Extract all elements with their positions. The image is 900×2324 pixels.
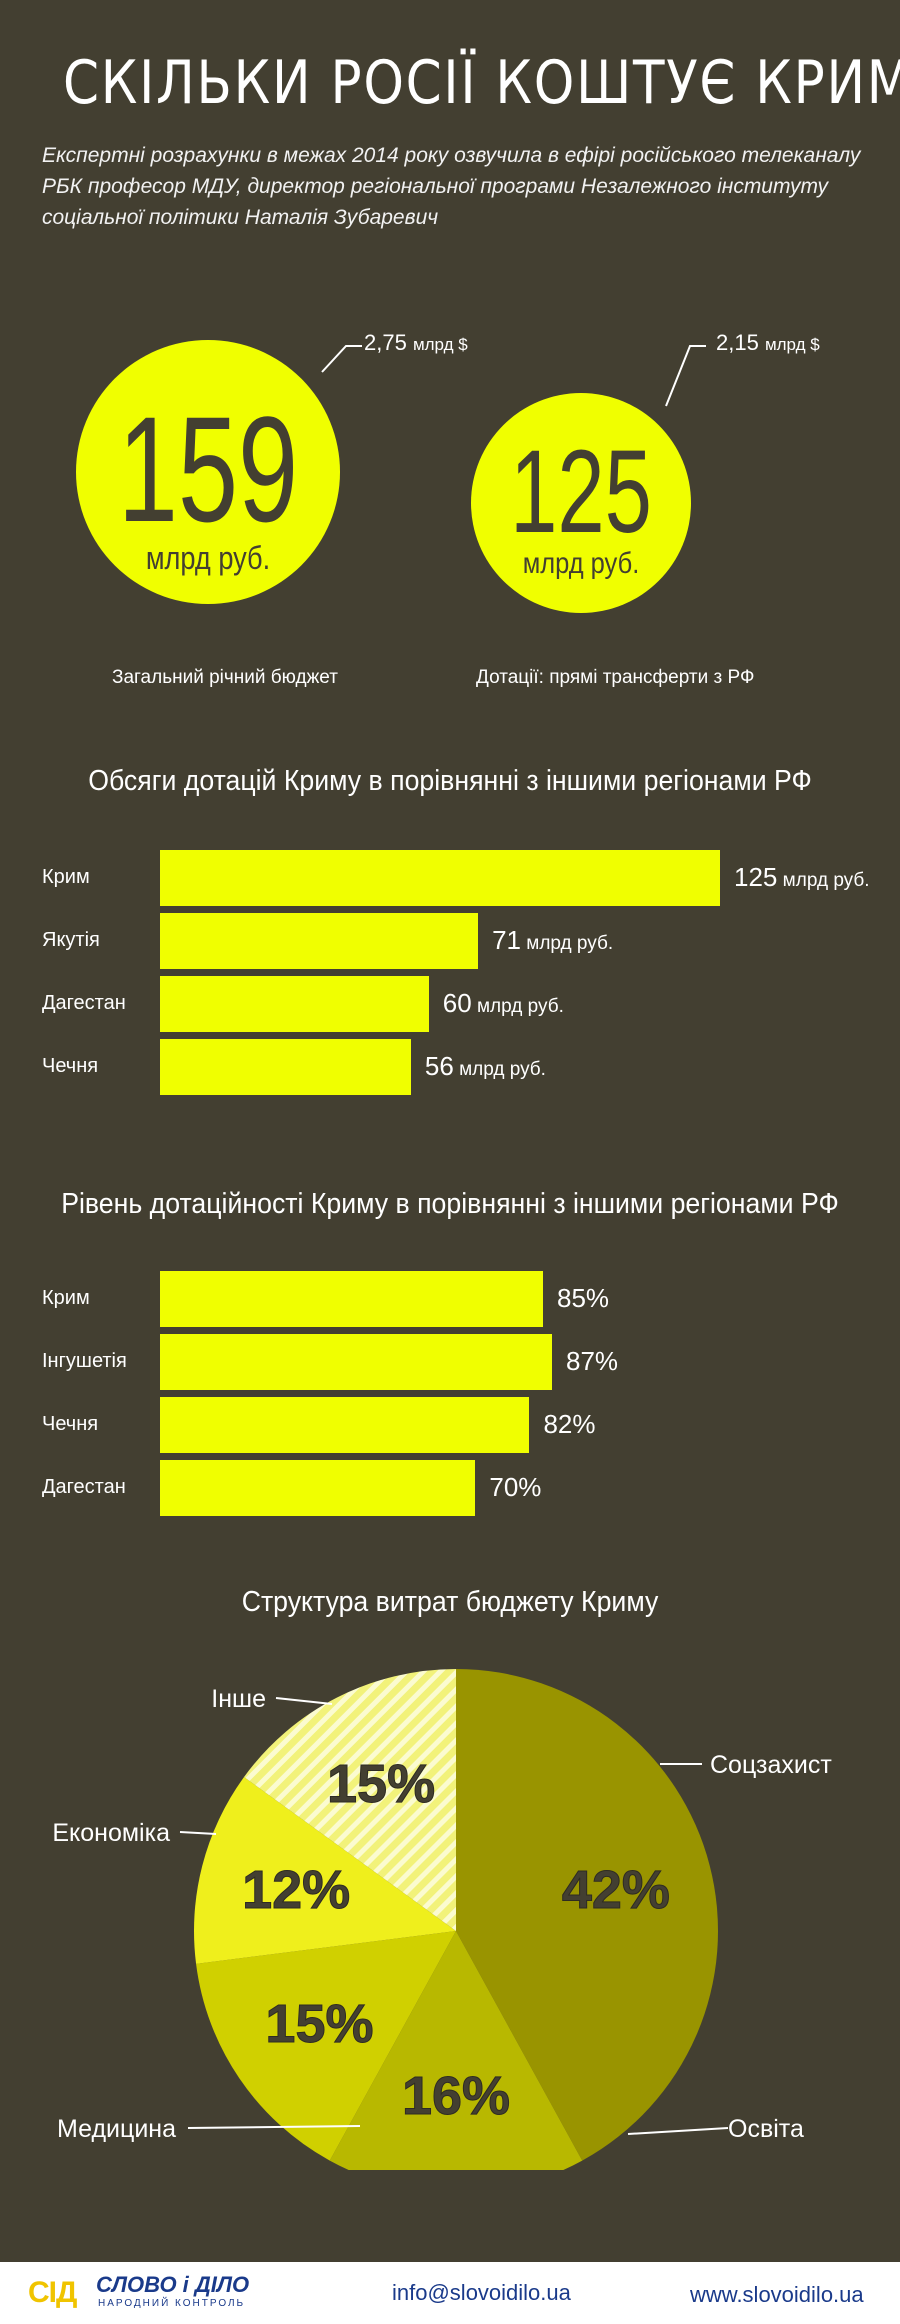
bar-label: Чечня — [42, 1413, 99, 1435]
bar-value: 70% — [489, 1472, 542, 1502]
pie-category-label: Освіта — [728, 2115, 804, 2143]
bar-unit: млрд руб. — [777, 870, 870, 891]
pie-leader-line — [627, 2127, 729, 2135]
subsidies-caption: Дотації: прямі трансферти з РФ — [476, 667, 755, 688]
bar — [160, 1397, 530, 1453]
subsidies-value: 125 — [510, 426, 652, 558]
bar — [160, 1334, 552, 1390]
bar — [160, 1460, 476, 1516]
pie-leader-line — [187, 2125, 361, 2129]
bar-value: 85% — [556, 1283, 610, 1313]
bar-value: 56 — [424, 1051, 454, 1081]
bar-label: Якутія — [42, 929, 100, 951]
footer-website-link[interactable]: www.slovoidilo.ua — [690, 2282, 864, 2307]
pie-category-label: Економіка — [52, 1819, 170, 1847]
bar-value-label: 125 млрд руб. — [734, 862, 870, 893]
bar-label: Чечня — [42, 1055, 99, 1077]
budget-usd-callout: 2,75 млрд $ — [364, 330, 468, 356]
bar-value-label: 60 млрд руб. — [443, 988, 564, 1019]
pie-slice-value: 42% — [562, 1860, 670, 1920]
chart2-title: Рівень дотаційності Криму в порівнянні з… — [61, 1188, 839, 1220]
budget-usd-value: 2,75 — [364, 330, 407, 355]
bar-label: Дагестан — [42, 1476, 126, 1498]
budget-unit: млрд руб. — [145, 540, 271, 576]
bar-value-label: 70% — [489, 1472, 541, 1503]
budget-structure-pie: 42% Соцзахист 16% Освіта 15% Медицина 12% Еконо… — [52, 1669, 832, 2170]
bar-value-label: 82% — [543, 1409, 595, 1440]
bar-label: Крим — [42, 866, 90, 888]
bar-unit: млрд руб. — [521, 933, 614, 954]
bar-value: 82% — [543, 1409, 596, 1439]
bar-label: Інгушетія — [42, 1350, 127, 1372]
footer: СІД СЛОВО і ДІЛО НАРОДНИЙ КОНТРОЛЬ info@… — [0, 2262, 900, 2324]
pie-slice-value: 15% — [265, 1994, 373, 2054]
subsidies-circle: 125 млрд руб. — [471, 393, 691, 613]
pie-leader-line — [179, 1831, 217, 1835]
budget-value: 159 — [117, 385, 299, 553]
pie-slice-value: 15% — [327, 1754, 435, 1814]
bar — [160, 913, 479, 969]
pie-slice — [194, 1777, 456, 1964]
subsidies-unit: млрд руб. — [522, 547, 640, 580]
bar-label: Крим — [42, 1287, 90, 1309]
bar-unit: млрд руб. — [471, 996, 564, 1017]
bar — [160, 976, 429, 1032]
subsidies-usd-unit: млрд $ — [764, 335, 820, 354]
bar — [160, 850, 720, 906]
page-title: СКІЛЬКИ РОСІЇ КОШТУЄ КРИМ — [63, 48, 900, 118]
brand-logo-tagline: НАРОДНИЙ КОНТРОЛЬ — [98, 2298, 246, 2309]
pie-category-label: Медицина — [57, 2115, 176, 2143]
bar-value: 87% — [566, 1346, 619, 1376]
subsidy-level-chart: Крим 85% Інгушетія 87% Чечня 82% Дагестан 70% — [0, 1271, 900, 1531]
footer-email-link[interactable]: info@slovoidilo.ua — [392, 2280, 571, 2305]
subsidies-usd-callout: 2,15 млрд $ — [716, 330, 820, 356]
bar-value: 71 — [492, 925, 521, 955]
brand-logo-mark: СІД — [28, 2276, 77, 2309]
subsidies-usd-value: 2,15 — [716, 330, 759, 355]
bar-value-label: 85% — [557, 1283, 609, 1314]
chart1-title: Обсяги дотацій Криму в порівнянні з інши… — [88, 765, 812, 797]
budget-circle: 159 млрд руб. — [76, 340, 340, 604]
bar-label: Дагестан — [42, 992, 126, 1014]
bar-value: 60 — [442, 988, 472, 1018]
pie-leader-line — [275, 1697, 333, 1705]
page-subtitle: Експертні розрахунки в межах 2014 року о… — [42, 144, 861, 229]
bar-value-label: 87% — [566, 1346, 618, 1377]
bar-unit: млрд руб. — [453, 1059, 546, 1080]
pie-slice — [456, 1669, 719, 2161]
pie-slice — [329, 1931, 583, 2170]
callout-lines — [321, 345, 706, 407]
brand-logo-name: СЛОВО і ДІЛО — [96, 2272, 250, 2297]
pie-category-label: Інше — [211, 1685, 266, 1713]
pie-slice-value: 16% — [402, 2066, 510, 2126]
budget-usd-unit: млрд $ — [412, 335, 468, 354]
pie-slice — [244, 1669, 456, 1931]
budget-caption: Загальний річний бюджет — [112, 667, 338, 688]
bar-value-label: 71 млрд руб. — [492, 925, 613, 956]
pie-category-label: Соцзахист — [710, 1751, 832, 1779]
pie-slice-value: 12% — [242, 1860, 350, 1920]
bar-value-label: 56 млрд руб. — [425, 1051, 546, 1082]
chart3-title: Структура витрат бюджету Криму — [241, 1586, 659, 1618]
subsidy-volume-chart: Крим 125 млрд руб. Якутія 71 млрд руб. Дагес… — [0, 850, 900, 1110]
bar-value: 125 — [734, 862, 778, 892]
bar — [160, 1271, 543, 1327]
pie-slice — [196, 1931, 456, 2161]
bar — [160, 1039, 411, 1095]
